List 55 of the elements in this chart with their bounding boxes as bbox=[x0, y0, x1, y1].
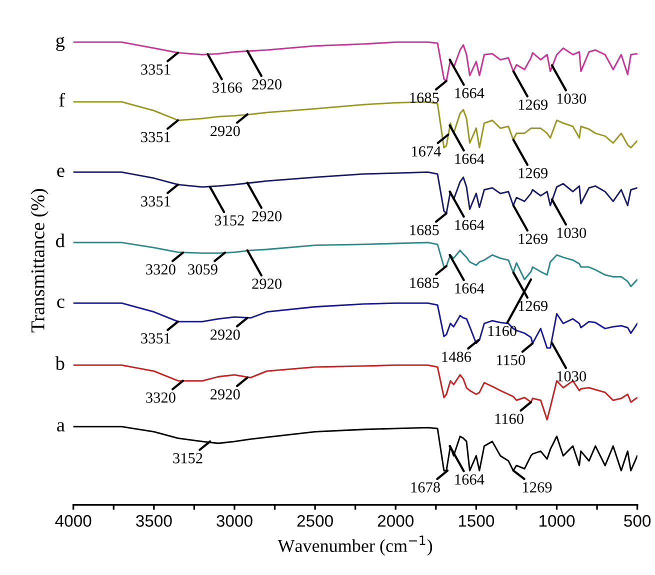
annotation: 3320 bbox=[146, 392, 176, 403]
x-tick-label: 3500 bbox=[136, 515, 172, 527]
annotation: 3351 bbox=[141, 132, 170, 142]
annotation: 1664 bbox=[455, 220, 484, 230]
x-tick-label: 4000 bbox=[55, 515, 92, 527]
annotation: 1664 bbox=[455, 283, 484, 294]
annotation: 1685 bbox=[410, 278, 439, 288]
annotation: 2920 bbox=[252, 211, 282, 222]
annotation: 1269 bbox=[518, 100, 548, 110]
annotation: 3152 bbox=[173, 453, 202, 464]
x-axis-title: Wavenumber (cm$^{−1}$) bbox=[278, 536, 432, 556]
annotation: 3320 bbox=[146, 264, 176, 275]
annotation: 1269 bbox=[518, 168, 548, 178]
series-label: e bbox=[57, 168, 64, 178]
annotation: 3152 bbox=[214, 215, 244, 226]
annotation: 2920 bbox=[210, 329, 240, 340]
series-label: f bbox=[59, 92, 66, 107]
x-tick-label: 1000 bbox=[539, 515, 575, 527]
annotation: 1160 bbox=[495, 414, 524, 424]
series-label: b bbox=[55, 356, 64, 370]
annotation: 3351 bbox=[141, 64, 170, 75]
annotation: 2920 bbox=[210, 126, 240, 136]
annotation: 1674 bbox=[412, 146, 441, 157]
x-tick-label: 1500 bbox=[458, 515, 494, 527]
series-label: a bbox=[57, 422, 65, 432]
annotation: 3166 bbox=[212, 82, 242, 93]
series-label: c bbox=[57, 298, 64, 308]
annotation: 3059 bbox=[188, 264, 218, 275]
annotation: 1664 bbox=[455, 154, 484, 164]
annotation: 2920 bbox=[252, 79, 282, 90]
annotation: 1486 bbox=[442, 352, 472, 362]
series-label: g bbox=[56, 36, 65, 51]
annotation: 1269 bbox=[518, 234, 548, 244]
x-tick-label: 2000 bbox=[378, 515, 414, 527]
series-label: d bbox=[56, 234, 65, 248]
annotation: 1664 bbox=[455, 474, 484, 485]
annotation: 1030 bbox=[557, 94, 586, 104]
annotation: 2920 bbox=[252, 278, 282, 289]
annotation: 3351 bbox=[141, 196, 170, 207]
x-tick-label: 500 bbox=[624, 515, 651, 527]
annotation: 1030 bbox=[557, 228, 586, 238]
y-axis-title: Transmittance (%) bbox=[30, 189, 48, 332]
annotation: 1030 bbox=[557, 371, 586, 382]
annotation: 1269 bbox=[518, 300, 548, 312]
annotation: 2920 bbox=[210, 389, 240, 400]
annotation: 3351 bbox=[141, 333, 170, 344]
annotation: 1685 bbox=[410, 224, 439, 236]
annotation: 1664 bbox=[455, 88, 484, 98]
annotation: 1160 bbox=[488, 326, 516, 336]
x-tick-label: 2500 bbox=[297, 515, 333, 527]
annotation: 1685 bbox=[410, 92, 439, 103]
annotation: 1269 bbox=[523, 482, 552, 492]
annotation: 1678 bbox=[411, 482, 440, 492]
x-tick-label: 3000 bbox=[216, 515, 252, 527]
annotation: 1150 bbox=[496, 354, 526, 366]
